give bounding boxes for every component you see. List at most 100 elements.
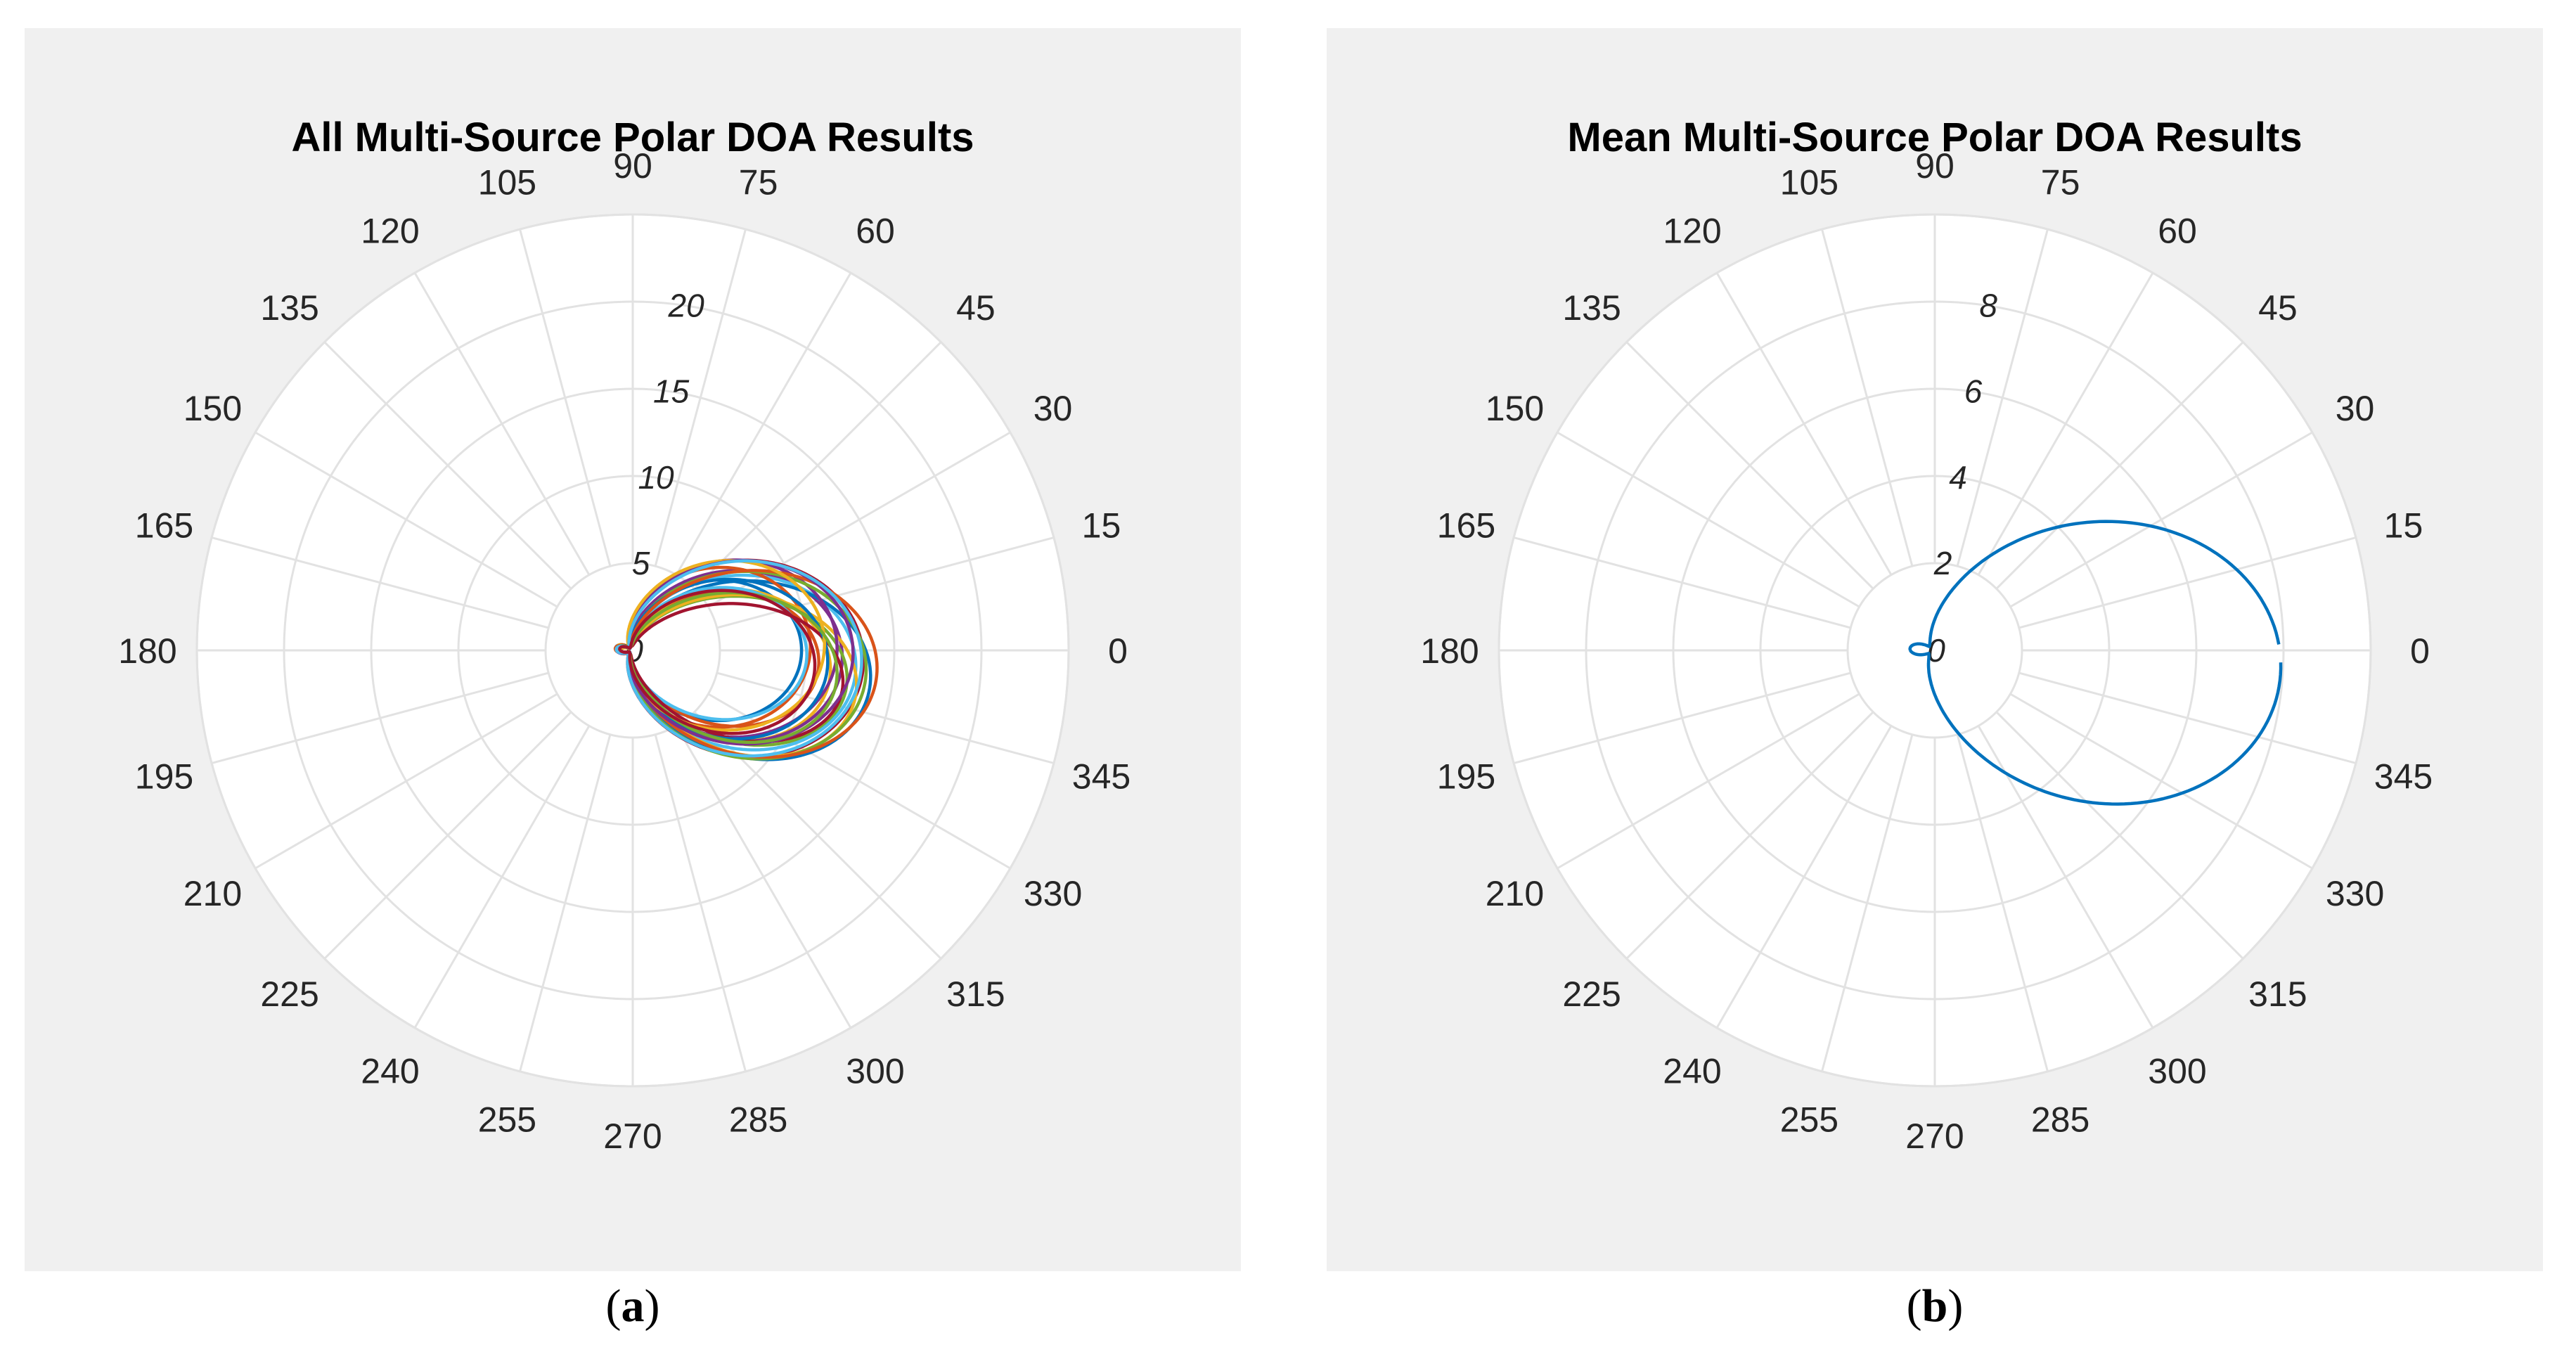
chart-b-theta-tick-label: 195: [1437, 757, 1495, 797]
chart-a-theta-tick-label: 30: [1033, 389, 1073, 428]
chart-b-theta-tick-label: 135: [1562, 288, 1621, 328]
chart-b-theta-tick-label: 225: [1562, 974, 1621, 1014]
chart-b-theta-tick-label: 165: [1437, 506, 1495, 545]
chart-a-theta-tick-label: 120: [361, 211, 419, 250]
chart-a-theta-tick-label: 345: [1072, 757, 1131, 797]
chart-b-spoke: [1715, 272, 1893, 576]
chart-b-spoke: [2009, 431, 2313, 608]
chart-a-spoke: [323, 711, 572, 960]
polar-plot-a-svg: All Multi-Source Polar DOA Results 0 15 30 4…: [118, 115, 1131, 1156]
chart-b-spoke: [1956, 734, 2049, 1072]
chart-a-spoke: [211, 536, 549, 629]
chart-a-theta-tick-label: 90: [613, 146, 652, 186]
chart-b-spoke: [2009, 693, 2313, 870]
chart-b-theta-tick-label: 345: [2374, 757, 2433, 797]
polar-chart-b: Mean Multi-Source Polar DOA Results 0 15 30…: [1327, 28, 2543, 1271]
chart-a-spoke: [654, 734, 747, 1072]
chart-b-theta-tick-label: 330: [2326, 874, 2384, 913]
chart-a-theta-tick-label: 150: [183, 389, 242, 428]
chart-b-spoke: [1995, 341, 2244, 590]
chart-b-spoke: [1557, 431, 1860, 608]
chart-b-theta-tick-label: 105: [1780, 163, 1838, 202]
chart-b-spoke: [1995, 711, 2244, 960]
chart-a-r-tick-label: 5: [632, 545, 650, 581]
chart-b-spoke: [1625, 711, 1874, 960]
chart-b-spoke: [1715, 725, 1893, 1029]
chart-a-spoke: [323, 341, 572, 590]
chart-b-title: Mean Multi-Source Polar DOA Results: [1567, 115, 2302, 160]
chart-a-theta-tick-label: 330: [1024, 874, 1082, 913]
chart-a-spoke: [693, 341, 942, 590]
caption-a-label: a: [621, 1280, 645, 1332]
chart-a-spoke: [255, 693, 558, 870]
chart-b-r-tick-label: 2: [1933, 545, 1952, 581]
chart-b-theta-tick-label: 315: [2248, 974, 2307, 1014]
chart-a-theta-tick-label: 240: [361, 1052, 419, 1091]
chart-b-spoke: [1821, 229, 1914, 567]
chart-a-theta-tick-label: 270: [603, 1117, 662, 1156]
chart-a-theta-tick-label: 225: [260, 974, 318, 1014]
chart-a-theta-tick-label: 195: [135, 757, 193, 797]
chart-a-spoke: [519, 734, 612, 1072]
chart-a-spoke: [716, 536, 1055, 629]
chart-a-spoke: [413, 725, 591, 1029]
chart-a-theta-tick-label: 105: [478, 163, 536, 202]
chart-a-spoke: [413, 272, 591, 576]
chart-a-spoke: [675, 725, 852, 1029]
chart-b-spoke: [1557, 693, 1860, 870]
chart-b-spoke: [1977, 725, 2154, 1029]
chart-a-spoke: [211, 671, 549, 764]
chart-a-spoke: [519, 229, 612, 567]
chart-b-spoke: [1821, 734, 1914, 1072]
caption-b-label: b: [1921, 1280, 1948, 1332]
chart-b-theta-tick-label: 150: [1486, 389, 1544, 428]
chart-a-spoke: [255, 431, 558, 608]
chart-b-spoke: [1977, 272, 2154, 576]
chart-a-r-tick-label: 10: [638, 459, 674, 496]
chart-b-theta-tick-label: 180: [1420, 631, 1479, 671]
caption-a: (a): [605, 1280, 660, 1332]
chart-a-theta-tick-label: 135: [260, 288, 318, 328]
chart-a-spoke: [716, 671, 1055, 764]
polar-chart-a: All Multi-Source Polar DOA Results 0 15 30 4…: [25, 28, 1241, 1271]
chart-b-theta-tick-label: 120: [1663, 211, 1721, 250]
chart-a-spoke: [675, 272, 852, 576]
chart-b-theta-tick-label: 210: [1486, 874, 1544, 913]
chart-b-theta-tick-label: 255: [1780, 1100, 1838, 1139]
chart-b-r-tick-label: 8: [1979, 288, 1997, 324]
chart-a-theta-tick-label: 75: [739, 163, 778, 202]
chart-b-theta-tick-label: 90: [1915, 146, 1954, 186]
chart-a-theta-tick-label: 165: [135, 506, 193, 545]
chart-b-theta-tick-label: 285: [2031, 1100, 2089, 1139]
chart-b-r-tick-label: 4: [1949, 459, 1967, 496]
chart-a-r-tick-label: 20: [668, 288, 705, 324]
chart-a-theta-tick-label: 45: [956, 288, 996, 328]
chart-b-series-line: [1908, 520, 2283, 806]
chart-b-spoke: [1513, 671, 1851, 764]
chart-a-spoke: [707, 431, 1011, 608]
chart-a-theta-tick-label: 210: [183, 874, 242, 913]
chart-b-theta-tick-label: 0: [2410, 631, 2430, 671]
chart-b-theta-tick-label: 75: [2041, 163, 2080, 202]
chart-a-theta-tick-label: 0: [1108, 631, 1128, 671]
chart-b-theta-tick-label: 270: [1905, 1117, 1964, 1156]
chart-b-spoke: [1956, 229, 2049, 567]
chart-a-series-line: [618, 588, 817, 735]
chart-b-spoke: [2018, 536, 2357, 629]
chart-a-title: All Multi-Source Polar DOA Results: [291, 115, 974, 160]
chart-a-theta-tick-label: 300: [846, 1052, 904, 1091]
chart-b-theta-tick-label: 60: [2158, 211, 2197, 250]
chart-b-theta-tick-label: 15: [2384, 506, 2423, 545]
chart-a-theta-tick-label: 285: [729, 1100, 787, 1139]
chart-a-theta-tick-label: 180: [118, 631, 176, 671]
polar-plot-b-svg: Mean Multi-Source Polar DOA Results 0 15 30…: [1420, 115, 2433, 1156]
chart-a-r-tick-label: 15: [653, 373, 690, 410]
chart-b-theta-tick-label: 240: [1663, 1052, 1721, 1091]
chart-a-series-line: [614, 559, 863, 758]
chart-b-spoke: [1513, 536, 1851, 629]
chart-a-theta-tick-label: 60: [856, 211, 895, 250]
chart-a-theta-tick-label: 255: [478, 1100, 536, 1139]
chart-b-spoke: [1625, 341, 1874, 590]
chart-b-r-tick-label: 6: [1964, 373, 1983, 410]
chart-b-theta-tick-label: 300: [2148, 1052, 2206, 1091]
